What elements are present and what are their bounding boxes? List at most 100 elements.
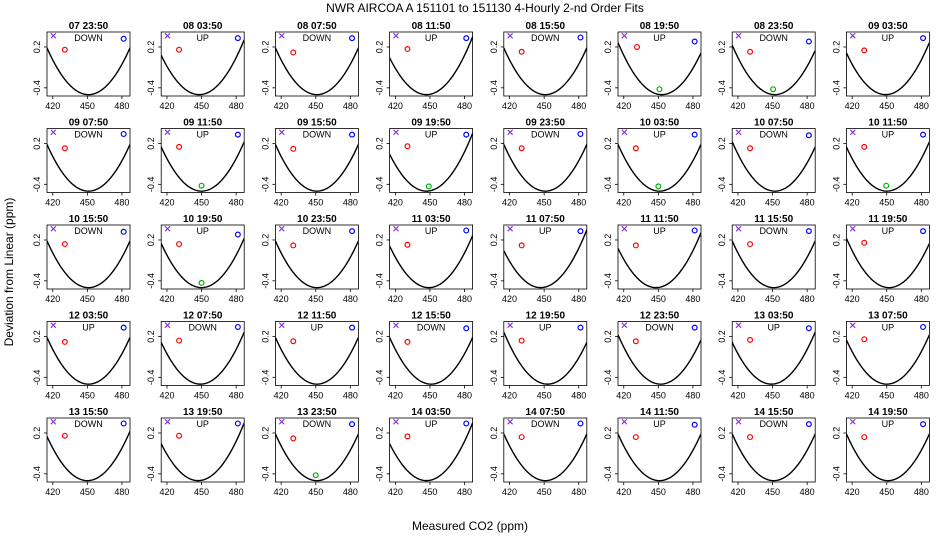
y-tick-label: 0.2 <box>489 234 499 247</box>
panel-title: 14 15:50 <box>754 407 794 418</box>
x-tick-label: 450 <box>879 101 894 111</box>
panel-frame <box>274 224 359 290</box>
x-tick-label: 480 <box>800 487 815 497</box>
data-point-standard-1 <box>621 225 628 232</box>
fit-curve <box>846 141 930 192</box>
data-point-standard-2 <box>176 241 183 248</box>
x-tick-label: 480 <box>685 391 700 401</box>
x-tick-label: 420 <box>730 391 745 401</box>
data-point-standard-2 <box>632 242 639 249</box>
x-tick-label: 480 <box>571 391 586 401</box>
y-tick-label: -0.4 <box>146 80 156 96</box>
x-tick-label: 450 <box>422 487 437 497</box>
x-axis-title: Measured CO2 (ppm) <box>412 519 528 533</box>
panel-frame <box>846 128 930 193</box>
x-tick-label: 450 <box>308 487 323 497</box>
fit-curve <box>389 133 473 192</box>
x-tick-label: 480 <box>343 487 358 497</box>
data-point-standard-2 <box>290 49 297 56</box>
y-tick-label: -0.4 <box>717 466 727 482</box>
data-point-standard-2 <box>61 145 68 152</box>
data-point-standard-4 <box>805 228 812 235</box>
y-tick-label: -0.4 <box>603 466 613 482</box>
data-point-standard-3 <box>770 86 777 93</box>
panel-title: 11 11:50 <box>640 214 679 225</box>
y-tick-label: 0.2 <box>603 330 613 343</box>
data-point-standard-3 <box>198 279 205 286</box>
data-point-standard-2 <box>290 435 297 442</box>
panel-title: 12 07:50 <box>183 311 223 322</box>
y-tick-label: 0.2 <box>375 234 385 247</box>
fit-curve <box>389 36 473 96</box>
panel-direction: DOWN <box>417 323 446 333</box>
x-tick-label: 420 <box>502 391 517 401</box>
panel-direction: UP <box>882 226 895 236</box>
panel-direction: UP <box>882 33 895 43</box>
data-point-standard-4 <box>805 132 812 139</box>
x-tick-label: 450 <box>194 294 209 304</box>
x-tick-label: 450 <box>537 391 552 401</box>
panel-direction: DOWN <box>645 323 674 333</box>
x-tick-label: 480 <box>114 101 129 111</box>
data-point-standard-1 <box>393 32 399 39</box>
x-tick-label: 420 <box>616 487 631 497</box>
data-point-standard-1 <box>50 32 57 39</box>
panel-title: 10 19:50 <box>183 214 223 225</box>
data-point-standard-2 <box>61 241 68 248</box>
fit-curve <box>732 141 816 192</box>
panel-title: 14 19:50 <box>868 407 908 418</box>
y-tick-label: 0.2 <box>831 427 841 440</box>
fit-curve <box>618 433 701 482</box>
x-tick-label: 450 <box>537 198 552 208</box>
x-tick-label: 420 <box>730 101 745 111</box>
data-point-standard-2 <box>404 46 411 53</box>
panel-direction: DOWN <box>74 130 103 140</box>
panel-title: 09 15:50 <box>297 118 337 129</box>
x-tick-label: 480 <box>229 487 244 497</box>
panel-frame <box>503 128 588 193</box>
y-tick-label: 0.2 <box>146 330 156 343</box>
panel-frame <box>846 31 930 97</box>
y-tick-label: -0.4 <box>146 273 156 289</box>
panel-frame <box>731 31 816 97</box>
x-tick-label: 480 <box>229 391 244 401</box>
y-tick-label: 0.2 <box>260 41 270 54</box>
data-point-standard-2 <box>632 434 639 441</box>
x-tick-label: 480 <box>685 487 700 497</box>
panel-frame <box>617 128 702 193</box>
x-tick-label: 420 <box>502 198 517 208</box>
fit-curve <box>275 240 359 289</box>
x-tick-label: 450 <box>308 294 323 304</box>
y-tick-label: -0.4 <box>831 273 841 289</box>
x-tick-label: 480 <box>800 294 815 304</box>
y-tick-label: -0.4 <box>717 370 727 386</box>
x-tick-label: 420 <box>274 391 289 401</box>
panel-direction: DOWN <box>759 33 788 43</box>
fit-curve <box>275 144 359 192</box>
x-tick-label: 450 <box>765 101 780 111</box>
panel-title: 09 07:50 <box>69 118 109 129</box>
y-tick-label: -0.4 <box>375 466 385 482</box>
data-point-standard-4 <box>691 131 698 138</box>
x-tick-label: 420 <box>159 294 174 304</box>
data-point-standard-1 <box>507 418 514 425</box>
x-tick-label: 480 <box>571 198 586 208</box>
panel-title: 10 07:50 <box>754 118 794 129</box>
x-tick-label: 420 <box>45 391 60 401</box>
data-point-standard-4 <box>920 131 927 138</box>
y-tick-label: -0.4 <box>32 273 42 289</box>
y-tick-label: -0.4 <box>32 80 42 96</box>
data-point-standard-1 <box>393 322 399 329</box>
panel-title: 13 19:50 <box>183 407 223 418</box>
panel-direction: UP <box>196 130 209 140</box>
data-point-standard-1 <box>164 225 171 232</box>
x-tick-label: 420 <box>502 487 517 497</box>
